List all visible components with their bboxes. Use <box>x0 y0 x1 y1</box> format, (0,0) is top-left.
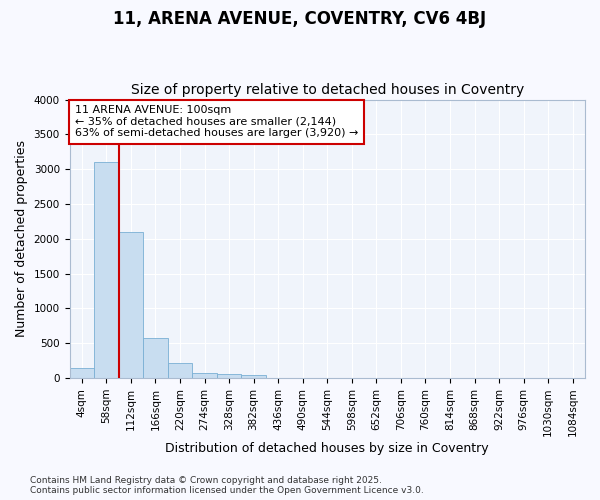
X-axis label: Distribution of detached houses by size in Coventry: Distribution of detached houses by size … <box>166 442 489 455</box>
Bar <box>143 338 168 378</box>
Bar <box>94 162 119 378</box>
Bar <box>241 376 266 378</box>
Text: 11, ARENA AVENUE, COVENTRY, CV6 4BJ: 11, ARENA AVENUE, COVENTRY, CV6 4BJ <box>113 10 487 28</box>
Bar <box>217 374 241 378</box>
Title: Size of property relative to detached houses in Coventry: Size of property relative to detached ho… <box>131 83 524 97</box>
Text: Contains HM Land Registry data © Crown copyright and database right 2025.
Contai: Contains HM Land Registry data © Crown c… <box>30 476 424 495</box>
Bar <box>119 232 143 378</box>
Y-axis label: Number of detached properties: Number of detached properties <box>15 140 28 338</box>
Bar <box>168 364 192 378</box>
Bar <box>192 373 217 378</box>
Text: 11 ARENA AVENUE: 100sqm
← 35% of detached houses are smaller (2,144)
63% of semi: 11 ARENA AVENUE: 100sqm ← 35% of detache… <box>74 105 358 138</box>
Bar <box>70 368 94 378</box>
